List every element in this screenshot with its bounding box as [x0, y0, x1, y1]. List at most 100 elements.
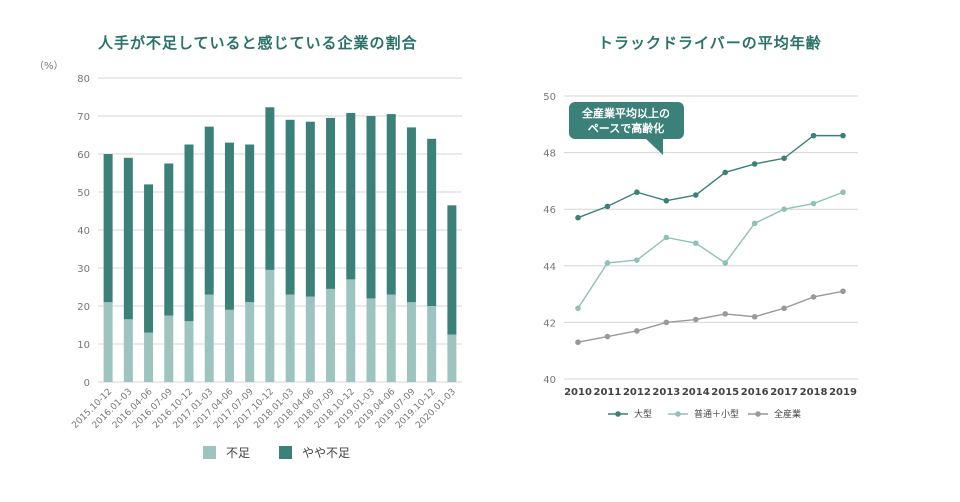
callout-pointer — [645, 138, 663, 155]
y-tick-label: 40 — [77, 226, 90, 237]
data-point — [781, 305, 787, 312]
data-point — [692, 192, 699, 198]
data-point — [840, 189, 846, 196]
data-point — [722, 260, 729, 266]
data-point — [604, 203, 611, 210]
series-line — [577, 290, 844, 343]
data-point — [840, 132, 846, 139]
legend-label-yaya-fusoku: やや不足 — [302, 446, 350, 460]
callout-line-2: ペースで高齢化 — [588, 121, 664, 135]
bar-segment — [447, 205, 457, 335]
y-tick-label: 20 — [77, 302, 90, 313]
x-tick-label: 2014 — [682, 387, 710, 398]
legend-label: 普通＋小型 — [694, 408, 739, 420]
y-tick-label: 44 — [543, 262, 556, 273]
data-point — [634, 257, 640, 263]
legend-label: 大型 — [634, 408, 652, 420]
legend-label: 全産業 — [774, 408, 801, 420]
bar-segment — [427, 138, 437, 306]
bar-segment — [326, 288, 336, 382]
data-point — [751, 220, 758, 227]
x-tick-label: 2016 — [741, 387, 769, 398]
bar-segment — [265, 107, 275, 270]
data-point — [663, 319, 670, 326]
y-tick-label: 46 — [543, 205, 556, 216]
data-point — [810, 294, 817, 300]
bar-segment — [103, 302, 113, 382]
y-tick-label: 0 — [84, 378, 90, 389]
data-point — [810, 200, 817, 207]
legend-marker — [615, 411, 621, 417]
bar-segment — [305, 121, 315, 297]
y-axis-unit: （%） — [34, 60, 64, 72]
y-tick-label: 50 — [77, 188, 90, 199]
data-point — [692, 240, 699, 246]
bar-segment — [305, 296, 315, 382]
y-tick-label: 60 — [77, 150, 90, 161]
bar-segment — [427, 306, 437, 382]
data-point — [722, 169, 729, 176]
line-chart: 40 42 44 46 48 50 2010 2011 2012 2013 2014 2015 2016… — [543, 92, 858, 420]
x-tick-label: 2015 — [711, 387, 739, 398]
bar-segment — [406, 127, 416, 303]
y-tick-label: 50 — [543, 92, 556, 103]
bar-segment — [346, 279, 356, 382]
bar-segment — [224, 142, 234, 310]
data-point — [575, 305, 581, 312]
data-point — [604, 333, 611, 340]
bar-segment — [285, 294, 295, 382]
bar-segment — [285, 119, 295, 295]
y-tick-label: 80 — [77, 74, 90, 85]
data-point — [781, 206, 787, 212]
x-tick-label: 2012 — [623, 387, 651, 398]
bar-segment — [144, 184, 154, 333]
data-point — [634, 189, 640, 196]
legend-marker — [675, 411, 681, 417]
bar-segment — [386, 294, 396, 382]
bar-segment — [184, 144, 194, 322]
bar-segment — [204, 126, 214, 295]
bar-segment — [184, 321, 194, 382]
data-point — [722, 311, 729, 317]
legend-label-fusoku: 不足 — [226, 446, 250, 460]
bar-segment — [447, 334, 457, 382]
y-tick-label: 40 — [543, 375, 556, 386]
legend-marker — [755, 411, 761, 417]
data-point — [663, 234, 670, 241]
right-chart-title: トラックドライバーの平均年齢 — [598, 34, 822, 52]
bar-segment — [366, 298, 376, 382]
x-tick-label: 2013 — [652, 387, 680, 398]
series-line — [577, 191, 844, 309]
y-tick-label: 42 — [543, 318, 556, 329]
x-tick-label: 2011 — [594, 387, 622, 398]
bar-segment — [326, 117, 336, 289]
y-tick-label: 30 — [77, 264, 90, 275]
callout-line-1: 全産業平均以上の — [581, 106, 670, 120]
bar-segment — [164, 315, 174, 382]
callout-box — [569, 102, 684, 139]
data-point — [810, 132, 817, 139]
bar-segment — [245, 302, 255, 382]
legend-swatch-yaya-fusoku — [279, 446, 292, 459]
legend-swatch-fusoku — [203, 446, 216, 459]
bar-segment — [406, 302, 416, 382]
data-point — [692, 316, 699, 323]
data-point — [751, 313, 758, 320]
data-point — [751, 161, 758, 167]
x-tick-label: 2019 — [829, 387, 857, 398]
bar-segment — [265, 269, 275, 382]
bar-segment — [144, 332, 154, 382]
data-point — [781, 155, 787, 162]
left-chart-title: 人手が不足していると感じている企業の割合 — [98, 34, 418, 52]
y-tick-label: 10 — [77, 340, 90, 351]
data-point — [840, 288, 846, 295]
bar-segment — [123, 319, 133, 382]
bar-segment — [346, 112, 356, 280]
bar-segment — [224, 309, 234, 382]
x-tick-label: 2018 — [800, 387, 828, 398]
bar-segment — [123, 157, 133, 320]
bar-segment — [366, 116, 376, 299]
y-tick-label: 70 — [77, 112, 90, 123]
